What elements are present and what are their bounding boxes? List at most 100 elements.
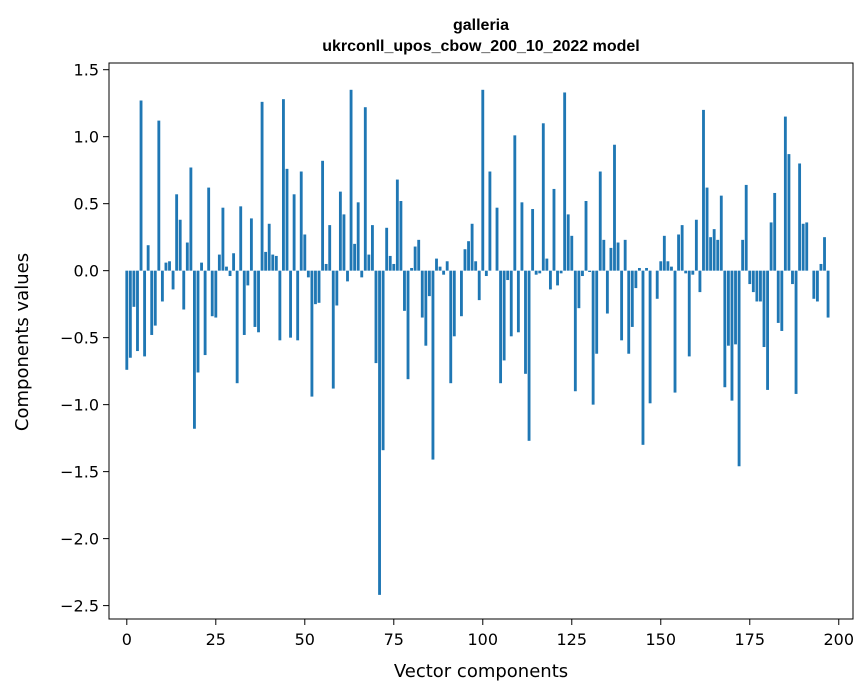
bar-150 — [659, 261, 663, 271]
y-tick-label: 1.0 — [74, 128, 99, 147]
bar-180 — [766, 270, 769, 390]
bar-191 — [805, 222, 809, 271]
bar-86 — [431, 270, 435, 460]
bar-163 — [705, 187, 709, 271]
bar-15 — [178, 219, 182, 271]
bar-25 — [214, 270, 218, 318]
x-tick-label: 125 — [557, 630, 588, 649]
bar-149 — [655, 270, 659, 299]
bar-1 — [128, 270, 132, 358]
bar-126 — [573, 270, 577, 392]
bar-109 — [513, 135, 517, 271]
x-tick-label: 75 — [384, 630, 404, 649]
bar-94 — [460, 270, 463, 317]
chart-title: galleria — [453, 17, 509, 34]
bar-160 — [694, 219, 698, 271]
bar-133 — [598, 171, 602, 271]
bar-54 — [317, 270, 321, 303]
bar-146 — [645, 267, 648, 271]
bar-127 — [577, 270, 581, 309]
bar-77 — [399, 201, 403, 271]
bar-137 — [613, 144, 616, 271]
bar-196 — [823, 237, 826, 271]
bar-26 — [217, 254, 221, 271]
bar-59 — [335, 270, 339, 306]
bar-32 — [239, 206, 243, 271]
bar-8 — [153, 270, 157, 326]
bar-186 — [787, 154, 791, 271]
bar-13 — [171, 270, 175, 290]
bar-132 — [595, 270, 599, 354]
plot-frame — [108, 62, 854, 620]
bar-183 — [776, 270, 780, 323]
bar-142 — [630, 270, 634, 327]
y-axis-ticks: −2.5 −2.0 −1.5 −1.0 −0.5 0.0 0.5 1.0 1.5 — [60, 61, 109, 616]
bar-27 — [221, 207, 225, 271]
bar-136 — [609, 247, 613, 271]
bar-178 — [759, 270, 762, 302]
bar-170 — [730, 270, 734, 401]
bar-187 — [791, 270, 794, 285]
bar-155 — [677, 234, 680, 271]
bar-171 — [734, 270, 737, 345]
bar-122 — [559, 270, 563, 274]
bar-28 — [225, 266, 228, 271]
bar-16 — [182, 270, 186, 310]
bar-81 — [413, 246, 417, 271]
bar-174 — [744, 184, 748, 271]
bar-41 — [271, 254, 275, 271]
bar-45 — [285, 168, 289, 271]
bar-158 — [687, 270, 691, 357]
bar-55 — [321, 160, 325, 271]
bar-123 — [563, 92, 567, 271]
bar-169 — [726, 270, 730, 346]
bar-34 — [246, 270, 250, 286]
bar-87 — [435, 258, 438, 271]
bar-147 — [648, 270, 652, 404]
x-tick-label: 25 — [206, 630, 226, 649]
bar-181 — [769, 222, 773, 271]
bar-80 — [410, 267, 414, 271]
bar-134 — [602, 239, 606, 271]
bar-185 — [783, 116, 787, 271]
bar-83 — [420, 270, 424, 318]
bar-168 — [723, 270, 727, 388]
bar-9 — [157, 120, 161, 271]
bar-175 — [748, 270, 752, 285]
x-axis-ticks: 0 25 50 75 100 125 150 175 200 — [122, 619, 854, 649]
bar-117 — [541, 123, 545, 271]
bar-20 — [196, 270, 200, 373]
bar-144 — [637, 267, 641, 271]
bar-39 — [264, 251, 268, 271]
bar-6 — [146, 245, 150, 271]
bar-184 — [780, 270, 784, 331]
bar-24 — [210, 270, 214, 317]
bar-97 — [470, 223, 474, 271]
bar-112 — [524, 270, 527, 374]
y-tick-label: −0.5 — [60, 329, 99, 348]
bar-19 — [193, 270, 196, 429]
bar-46 — [289, 270, 292, 338]
bar-61 — [342, 214, 346, 271]
bar-102 — [488, 171, 492, 271]
bar-159 — [691, 270, 695, 275]
bar-113 — [527, 270, 531, 441]
bar-4 — [139, 100, 143, 271]
bar-141 — [627, 270, 631, 354]
bar-105 — [499, 270, 503, 384]
bar-71 — [378, 270, 381, 595]
bar-139 — [620, 270, 624, 341]
y-axis-label: Components values — [12, 253, 33, 431]
bar-135 — [605, 270, 609, 314]
bar-176 — [751, 270, 755, 293]
bar-7 — [150, 270, 154, 335]
y-tick-label: −1.0 — [60, 396, 99, 415]
bar-50 — [303, 234, 307, 271]
bar-62 — [346, 270, 349, 282]
bar-76 — [395, 179, 399, 271]
x-tick-label: 200 — [823, 630, 854, 649]
bar-129 — [584, 201, 588, 271]
bar-188 — [794, 270, 798, 394]
bar-36 — [253, 270, 257, 327]
